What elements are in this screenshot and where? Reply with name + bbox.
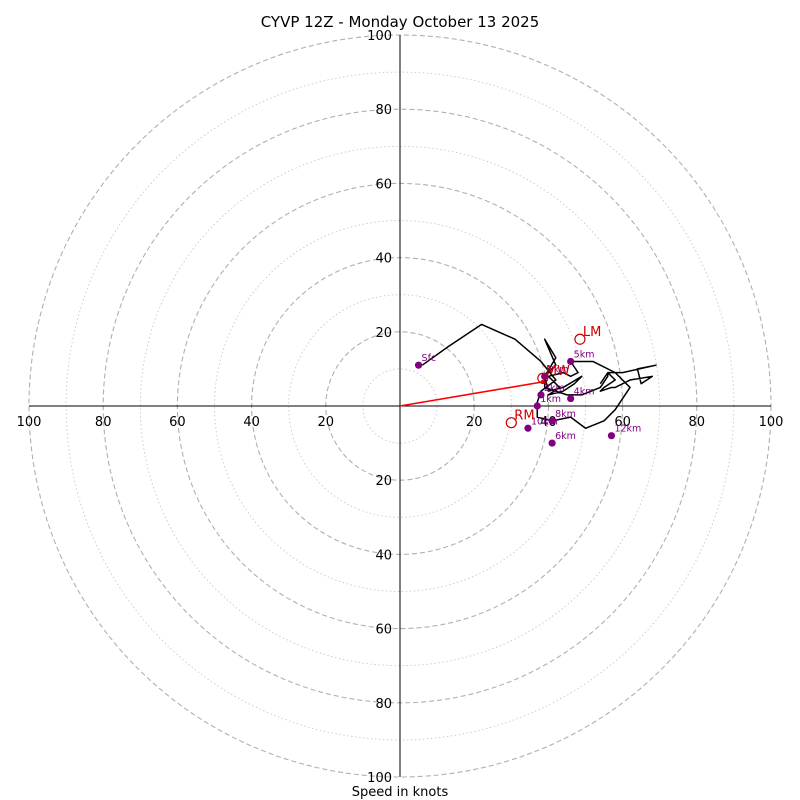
y-tick-label: 80 <box>375 103 392 118</box>
y-tick-label: 20 <box>375 474 392 489</box>
tick-labels: 2020202040404040606060608080808010010010… <box>17 29 784 786</box>
x-axis-label: Speed in knots <box>352 785 449 800</box>
x-tick-label: 60 <box>169 415 186 430</box>
level-marker <box>537 391 545 399</box>
motion-marker <box>505 417 517 429</box>
y-tick-label: 40 <box>375 252 392 267</box>
level-marker <box>533 402 541 410</box>
y-tick-label: 80 <box>375 697 392 712</box>
mean-wind-vector <box>399 381 543 407</box>
x-tick-label: 40 <box>243 415 260 430</box>
y-tick-label: 60 <box>375 623 392 638</box>
level-label: 4km <box>574 387 595 398</box>
level-marker <box>414 361 423 369</box>
level-label: 12km <box>614 424 641 435</box>
level-marker <box>548 417 556 425</box>
y-tick-label: 100 <box>367 771 392 786</box>
motion-marker <box>574 333 586 345</box>
x-tick-label: 80 <box>95 415 112 430</box>
y-tick-label: 100 <box>367 29 392 44</box>
level-marker <box>607 432 616 440</box>
level-label: Sfc <box>422 353 437 364</box>
motion-label: RM <box>514 409 534 424</box>
storm-motions: LM RM MW <box>505 325 601 429</box>
chart-title: CYVP 12Z - Monday October 13 2025 <box>261 13 540 31</box>
motion-marker <box>537 372 549 384</box>
level-label: 6km <box>555 431 576 442</box>
level-label: 10km <box>531 416 558 427</box>
level-label: 1km <box>540 394 561 405</box>
x-tick-label: 60 <box>614 415 631 430</box>
x-tick-label: 100 <box>759 415 784 430</box>
motion-label: LM <box>583 325 601 340</box>
level-marker <box>524 424 532 432</box>
level-label: 5km <box>574 349 595 360</box>
y-tick-label: 40 <box>375 548 392 563</box>
y-tick-label: 60 <box>375 177 392 192</box>
motion-label: MW <box>546 364 570 379</box>
level-marker <box>567 357 575 366</box>
level-label: 2km <box>544 383 565 394</box>
level-label: 8km <box>555 409 576 420</box>
x-tick-label: 20 <box>318 415 335 430</box>
level-marker <box>548 439 556 447</box>
x-tick-label: 20 <box>466 415 483 430</box>
x-tick-label: 100 <box>17 415 42 430</box>
y-tick-label: 20 <box>375 326 392 341</box>
x-tick-label: 80 <box>689 415 706 430</box>
level-marker <box>567 394 575 403</box>
level-label: 3km <box>548 364 569 375</box>
